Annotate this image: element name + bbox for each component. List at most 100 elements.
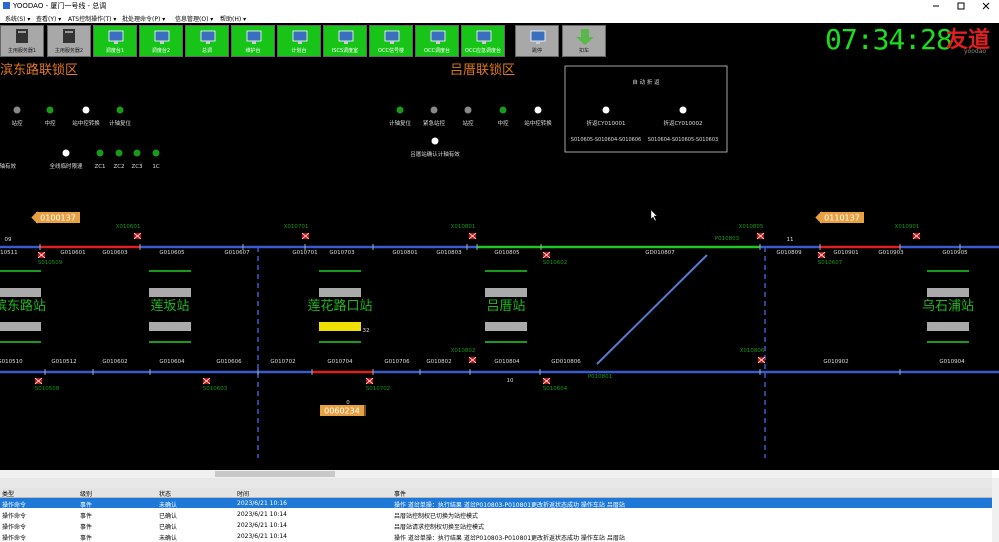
section-label: G010903 bbox=[878, 250, 904, 256]
menu-item[interactable]: 查看(Y) ▾ bbox=[36, 16, 62, 23]
event-row[interactable]: 操作命令 事件 已确认 2023/6/21 10:14 吕厝站请求控制权切换至站控模式 bbox=[0, 520, 992, 531]
event-cell: 操作命令 bbox=[2, 535, 27, 542]
column-header: 时间 bbox=[237, 491, 250, 498]
small-number: 0 bbox=[346, 400, 350, 406]
h-scrollbar[interactable] bbox=[0, 470, 992, 478]
signal-cross bbox=[912, 232, 921, 240]
toolbar-button[interactable]: 维护台 bbox=[231, 25, 275, 57]
platform bbox=[927, 322, 969, 331]
window-controls[interactable] bbox=[925, 0, 999, 12]
indicator-lamp bbox=[46, 106, 54, 114]
signal-cross bbox=[365, 377, 374, 385]
logo: 友道 bbox=[946, 28, 991, 53]
event-row[interactable]: 操作命令 事件 未确认 2023/6/21 10:16 操作 道岔单操：执行结果 道岔P… bbox=[0, 498, 992, 509]
event-row[interactable]: 操作命令 事件 已确认 2023/6/21 10:14 吕厝站控制权已切换为站控模式 bbox=[0, 509, 992, 520]
event-cell: 事件 bbox=[80, 513, 93, 520]
toolbar-button[interactable]: 调度台1 bbox=[93, 25, 137, 57]
event-table: 类型 级别 状态 时间 事件 操作命令 事件 未确认 2023/6/21 10:16 操作 道岔单… bbox=[0, 488, 992, 542]
map-bg bbox=[0, 58, 999, 470]
crossover bbox=[596, 254, 708, 365]
toolbar-button[interactable]: 总调 bbox=[185, 25, 229, 57]
platform bbox=[0, 270, 41, 272]
button-icon bbox=[16, 29, 28, 43]
station-name: 滨东路站 bbox=[0, 298, 46, 314]
event-cell: 操作命令 bbox=[2, 524, 27, 531]
event-row[interactable]: 操作命令 事件 未确认 2023/6/21 10:14 操作 道岔单操：执行结果 道岔P… bbox=[0, 531, 992, 542]
toolbar-button[interactable]: ISCS调度室 bbox=[323, 25, 367, 57]
indicator-label: 站中控转换 bbox=[524, 119, 552, 127]
scroll-thumb[interactable] bbox=[215, 471, 335, 477]
toolbar-button[interactable]: OCC信号楼 bbox=[369, 25, 413, 57]
platform bbox=[927, 341, 969, 343]
platform bbox=[485, 341, 527, 343]
menu-item[interactable]: 批处理命令(P) ▾ bbox=[122, 16, 166, 23]
event-cell: 吕厝站请求控制权切换至站控模式 bbox=[394, 524, 485, 531]
clock: 07:34:28 bbox=[825, 23, 953, 56]
column-header: 级别 bbox=[80, 491, 93, 498]
button-label: 跳停 bbox=[531, 48, 542, 54]
platform bbox=[319, 288, 361, 297]
window-title: YOODAO - 厦门一号线 - 总调 bbox=[13, 2, 107, 10]
indicator-label: 中控 bbox=[497, 119, 509, 127]
button-icon bbox=[292, 30, 308, 44]
indicator-lamp bbox=[499, 106, 507, 114]
toolbar-button[interactable]: 跳停 bbox=[515, 25, 559, 57]
event-cell: 事件 bbox=[80, 535, 93, 542]
column-header: 状态 bbox=[159, 491, 172, 498]
signal-label: S010607 bbox=[818, 260, 843, 266]
platform bbox=[319, 322, 361, 331]
platform bbox=[149, 341, 191, 343]
indicator-lamp bbox=[116, 106, 124, 114]
toolbar-button[interactable]: 主用服务器1 bbox=[0, 25, 44, 57]
toolbar-button[interactable]: 扣车 bbox=[562, 25, 606, 57]
indicator-label: 站控 bbox=[11, 119, 23, 127]
signal-cross bbox=[37, 251, 46, 259]
indicator-label: 站中控转换 bbox=[72, 119, 100, 127]
indicator-lamp bbox=[430, 106, 438, 114]
return-label: 折返CY010002 bbox=[663, 119, 702, 127]
button-icon bbox=[108, 30, 124, 44]
event-cell: 未确认 bbox=[159, 502, 178, 509]
button-label: 计划台 bbox=[291, 48, 307, 54]
toolbar: 主用服务器1 主用服务器2 调度台1 调度台2 总调 维护台 计划台 ISCS调度室 OCC信号… bbox=[0, 23, 999, 58]
section-label: G010607 bbox=[224, 250, 250, 256]
button-icon bbox=[530, 30, 546, 44]
signal-cross bbox=[757, 356, 766, 364]
button-icon bbox=[154, 30, 170, 44]
indicator-label: 吕厝站确认计轴有效 bbox=[410, 150, 460, 158]
button-label: OCC调度台 bbox=[424, 48, 450, 54]
toolbar-button[interactable]: 主用服务器2 bbox=[47, 25, 91, 57]
toolbar-button[interactable]: OCC调度台 bbox=[415, 25, 459, 57]
indicator-label: 站控 bbox=[462, 119, 474, 127]
menu-item[interactable]: 帮助(H) ▾ bbox=[220, 16, 247, 23]
indicator-lamp bbox=[152, 149, 160, 157]
signal-label: X010802 bbox=[451, 348, 476, 354]
toolbar-button[interactable]: OCC应急调度台 bbox=[461, 25, 505, 57]
menu-item[interactable]: 系统(S) ▾ bbox=[5, 16, 31, 23]
toolbar-button[interactable]: 调度台2 bbox=[139, 25, 183, 57]
event-cell: 2023/6/21 10:14 bbox=[237, 511, 287, 518]
platform bbox=[319, 270, 361, 272]
auto-return-title: 自 动 折 返 bbox=[632, 78, 660, 86]
button-label: 调度台2 bbox=[151, 48, 171, 54]
small-number: 10 bbox=[507, 378, 514, 384]
platform bbox=[149, 288, 191, 297]
menu-item[interactable]: ATS控制操作(T) ▾ bbox=[68, 16, 117, 23]
section-label: G010904 bbox=[939, 359, 965, 365]
event-cell: 操作命令 bbox=[2, 513, 27, 520]
signal-label: S010603 bbox=[203, 386, 228, 392]
indicator-label: ZC2 bbox=[113, 164, 124, 170]
v-scrollbar[interactable] bbox=[992, 478, 999, 542]
button-icon bbox=[384, 30, 400, 44]
section-label: G010510 bbox=[0, 359, 23, 365]
toolbar-button[interactable]: 计划台 bbox=[277, 25, 321, 57]
indicator-lamp bbox=[534, 106, 542, 114]
section-label: G010703 bbox=[329, 250, 355, 256]
menu-item[interactable]: 信息管理(O) ▾ bbox=[175, 16, 214, 23]
train-id: 0060234 bbox=[324, 407, 360, 416]
section-label: G010605 bbox=[159, 250, 185, 256]
title-bar: YOODAO - 厦门一号线 - 总调 bbox=[0, 0, 999, 12]
signal-cross bbox=[202, 377, 211, 385]
indicator-label: 中控 bbox=[44, 119, 56, 127]
